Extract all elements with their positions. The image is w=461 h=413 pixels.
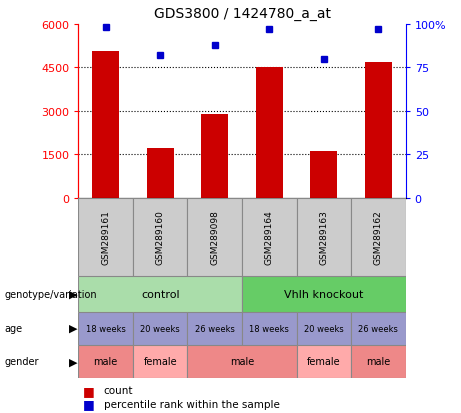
Text: age: age (5, 323, 23, 333)
Text: 18 weeks: 18 weeks (86, 324, 125, 333)
Bar (188, 345, 296, 378)
Text: 26 weeks: 26 weeks (359, 324, 398, 333)
Bar (256, 68, 283, 198)
Bar (147, 149, 174, 198)
Text: 18 weeks: 18 weeks (249, 324, 289, 333)
Bar (92, 52, 119, 198)
Text: female: female (307, 356, 341, 366)
Bar (133, 198, 188, 277)
Text: count: count (104, 385, 133, 395)
Bar (310, 152, 337, 198)
Text: ■: ■ (83, 384, 99, 397)
Bar (296, 345, 351, 378)
Text: male: male (94, 356, 118, 366)
Bar (351, 345, 406, 378)
Text: female: female (143, 356, 177, 366)
Text: 20 weeks: 20 weeks (304, 324, 344, 333)
Bar (242, 277, 406, 312)
Text: ▶: ▶ (69, 289, 77, 299)
Text: ▶: ▶ (69, 356, 77, 366)
Bar (78, 198, 133, 277)
Text: GSM289162: GSM289162 (374, 210, 383, 265)
Text: GSM289160: GSM289160 (156, 210, 165, 265)
Bar (78, 312, 133, 345)
Text: percentile rank within the sample: percentile rank within the sample (104, 399, 280, 409)
Text: control: control (141, 289, 179, 299)
Text: genotype/variation: genotype/variation (5, 289, 97, 299)
Text: GSM289098: GSM289098 (210, 210, 219, 265)
Bar (365, 62, 392, 198)
Bar (78, 345, 133, 378)
Bar (78, 277, 242, 312)
Text: ▶: ▶ (69, 323, 77, 333)
Bar (133, 345, 188, 378)
Bar (351, 198, 406, 277)
Text: GSM289161: GSM289161 (101, 210, 110, 265)
Bar (242, 312, 296, 345)
Bar (133, 312, 188, 345)
Text: GSM289164: GSM289164 (265, 210, 274, 265)
Bar (296, 198, 351, 277)
Text: male: male (366, 356, 390, 366)
Bar (188, 198, 242, 277)
Title: GDS3800 / 1424780_a_at: GDS3800 / 1424780_a_at (154, 7, 331, 21)
Text: 26 weeks: 26 weeks (195, 324, 235, 333)
Bar (351, 312, 406, 345)
Bar (242, 198, 296, 277)
Bar (296, 312, 351, 345)
Bar (188, 312, 242, 345)
Text: 20 weeks: 20 weeks (140, 324, 180, 333)
Text: ■: ■ (83, 397, 99, 411)
Bar (201, 114, 228, 198)
Text: gender: gender (5, 356, 39, 366)
Text: Vhlh knockout: Vhlh knockout (284, 289, 364, 299)
Text: male: male (230, 356, 254, 366)
Text: GSM289163: GSM289163 (319, 210, 328, 265)
